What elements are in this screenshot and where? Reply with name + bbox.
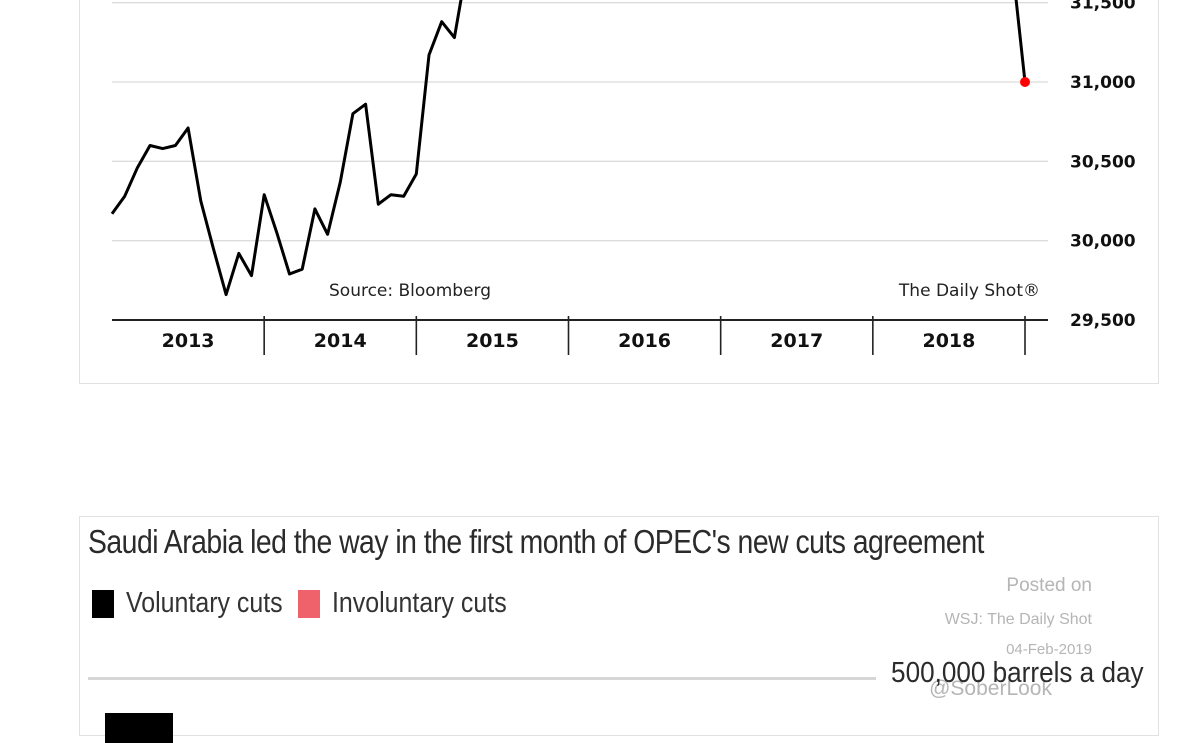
y-tick-label: 31,000 [1070,73,1136,93]
legend-label-voluntary: Voluntary cuts [126,587,283,619]
y-tick-label: 30,500 [1070,152,1136,172]
watermark-posted-on: Posted on [1006,575,1092,596]
opec-cuts-bar-chart-panel: Saudi Arabia led the way in the first mo… [79,516,1159,743]
x-tick-label: 2018 [922,330,975,352]
series-line [110,0,463,297]
line-chart: 31,500 31,000 30,500 30,000 29,500 2013 2014 20… [110,0,1136,355]
latest-value-point [1020,77,1030,87]
watermark-date: 04-Feb-2019 [1006,641,1092,658]
x-tick-label: 2016 [618,330,671,352]
watermark-handle: @SoberLook [929,677,1052,700]
series-line [1014,0,1027,83]
x-tick-label: 2014 [314,330,367,352]
bar-voluntary-cut [105,713,173,743]
legend-label-involuntary: Involuntary cuts [332,587,507,619]
x-tick-label: 2013 [162,330,215,352]
y-tick-label: 31,500 [1070,0,1136,14]
x-tick-label: 2017 [770,330,823,352]
legend: Voluntary cuts Involuntary cuts [92,587,535,620]
source-annotation: Source: Bloomberg [329,281,491,301]
watermark-source: WSJ: The Daily Shot [944,611,1092,628]
brand-annotation: The Daily Shot® [898,281,1040,301]
reference-label: 500,000 barrels a day [891,657,1144,689]
legend-swatch-voluntary [92,589,114,618]
oil-output-line-chart-panel: 31,500 31,000 30,500 30,000 29,500 2013 2014 20… [79,0,1159,384]
x-tick-label: 2015 [466,330,519,352]
y-tick-label: 30,000 [1070,232,1136,252]
reference-gridline [88,677,876,680]
chart-title: Saudi Arabia led the way in the first mo… [88,523,984,560]
y-tick-label: 29,500 [1070,311,1136,331]
legend-swatch-involuntary [298,589,321,618]
